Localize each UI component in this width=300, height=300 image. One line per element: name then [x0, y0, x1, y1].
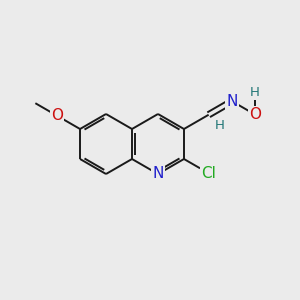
Text: N: N: [226, 94, 238, 109]
Text: H: H: [250, 86, 260, 99]
Text: H: H: [215, 119, 225, 132]
Text: N: N: [152, 167, 164, 182]
Text: O: O: [249, 107, 261, 122]
Text: O: O: [51, 108, 63, 123]
Text: Cl: Cl: [201, 166, 216, 181]
